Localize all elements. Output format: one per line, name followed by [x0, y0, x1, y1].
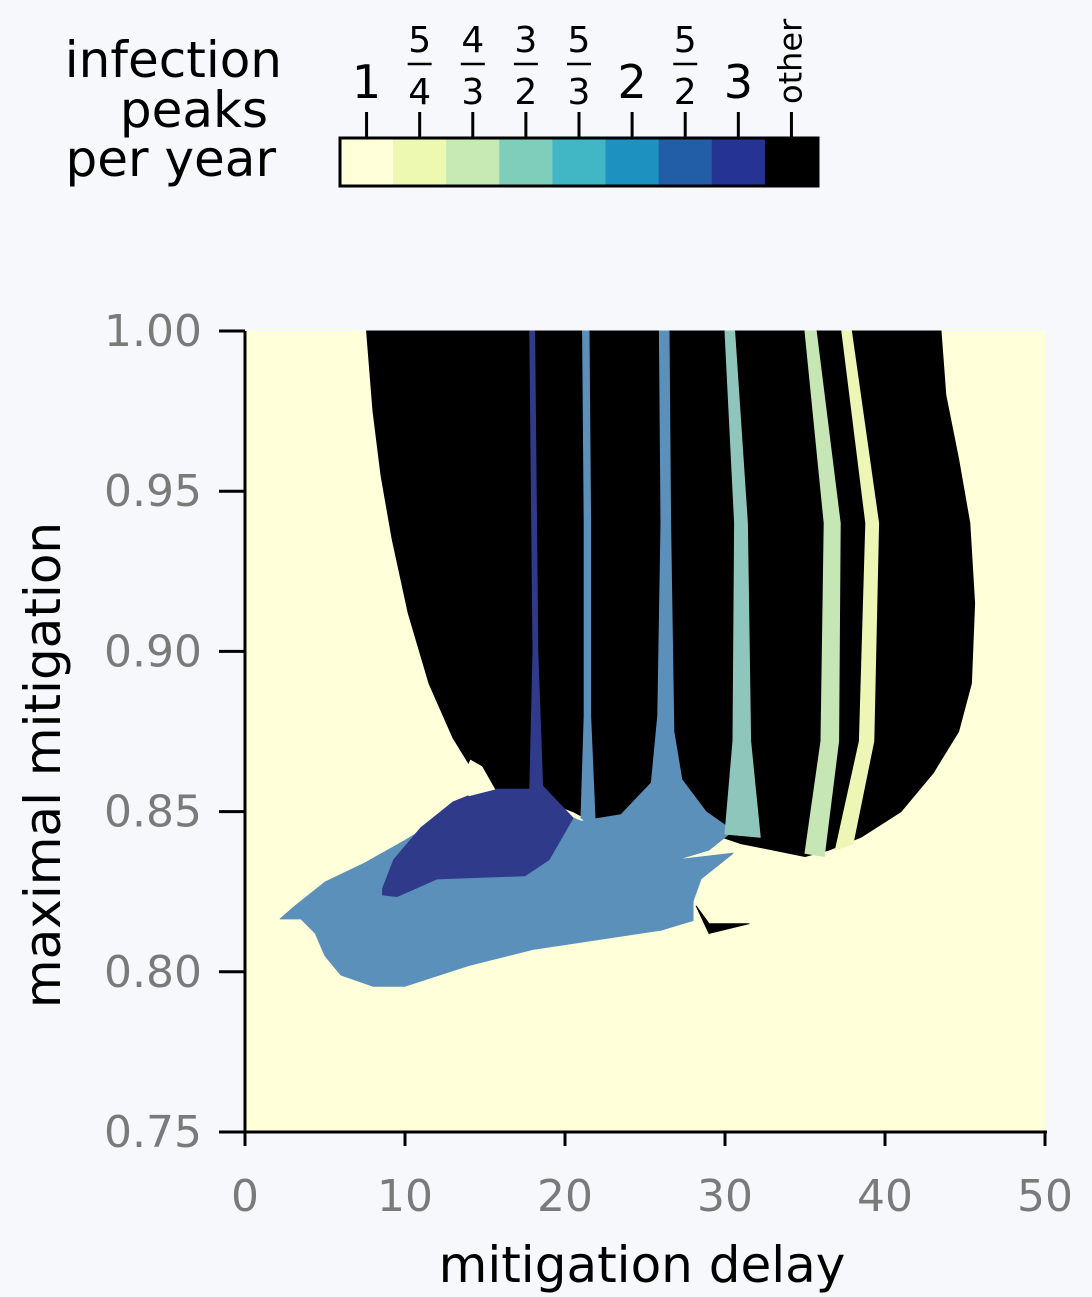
legend-fraction-numerator: 3: [514, 20, 537, 61]
legend-swatch: [446, 138, 500, 186]
five-fourths-stripe-region: [834, 330, 880, 851]
legend-title-line-1: infection: [65, 31, 282, 89]
x-tick-label: 20: [537, 1171, 593, 1222]
three-peaks-region: [382, 330, 574, 897]
legend-fraction-numerator: 5: [568, 20, 591, 61]
legend-swatch: [499, 138, 553, 186]
legend-fraction-denominator: 2: [674, 72, 697, 113]
legend-swatch: [552, 138, 607, 186]
x-tick-label: 50: [1017, 1171, 1073, 1222]
legend-colorbar: [338, 136, 820, 188]
y-axis-label: maximal mitigation: [14, 522, 72, 1008]
two-peaks-stripe-region: [580, 330, 596, 829]
x-tick-label: 0: [231, 1171, 259, 1222]
x-tick-label: 30: [697, 1171, 753, 1222]
x-axis-label: mitigation delay: [439, 1236, 846, 1294]
legend-title-line-3: per year: [66, 130, 277, 188]
x-tick-label: 40: [857, 1171, 913, 1222]
legend-label: 3: [724, 55, 753, 109]
legend-swatch: [658, 138, 713, 186]
x-tick-label: 10: [377, 1171, 433, 1222]
y-tick-label: 0.75: [104, 1107, 202, 1158]
heatmap-regions: [245, 330, 1045, 1132]
y-axis-ticks: 0.75 0.80 0.85 0.90 0.95 1.00: [104, 306, 245, 1158]
legend-fraction-denominator: 4: [408, 72, 431, 113]
legend-swatch: [764, 138, 819, 186]
legend-swatch: [711, 138, 766, 186]
legend-fraction-numerator: 5: [674, 20, 697, 61]
legend-fraction-numerator: 4: [461, 20, 484, 61]
legend-label-other: other: [771, 18, 809, 104]
y-tick-label: 0.80: [104, 947, 202, 998]
hole-region: [462, 759, 496, 797]
legend-label: 2: [617, 55, 646, 109]
legend-fraction-numerator: 5: [408, 20, 431, 61]
legend-label: 1: [352, 55, 381, 109]
plot-area: 0 10 20 30 40 50 0.75 0.80 0.85 0.90 0.95 1.00 mit…: [14, 306, 1073, 1294]
y-tick-label: 0.90: [104, 626, 202, 677]
three-halves-stripe-region: [724, 330, 761, 838]
legend-swatch: [340, 138, 394, 186]
y-tick-label: 0.95: [104, 466, 202, 517]
other-tail-region: [695, 905, 750, 934]
y-tick-label: 1.00: [104, 306, 202, 357]
legend-swatch: [393, 138, 447, 186]
legend-fraction-denominator: 2: [514, 72, 537, 113]
x-axis-ticks: 0 10 20 30 40 50: [231, 1132, 1073, 1222]
legend-fraction-denominator: 3: [568, 72, 591, 113]
four-thirds-stripe-region: [804, 330, 841, 857]
legend-swatch: [605, 138, 660, 186]
legend-title-line-2: peaks: [120, 81, 268, 139]
y-tick-label: 0.85: [104, 787, 202, 838]
legend-fraction-denominator: 3: [461, 72, 484, 113]
